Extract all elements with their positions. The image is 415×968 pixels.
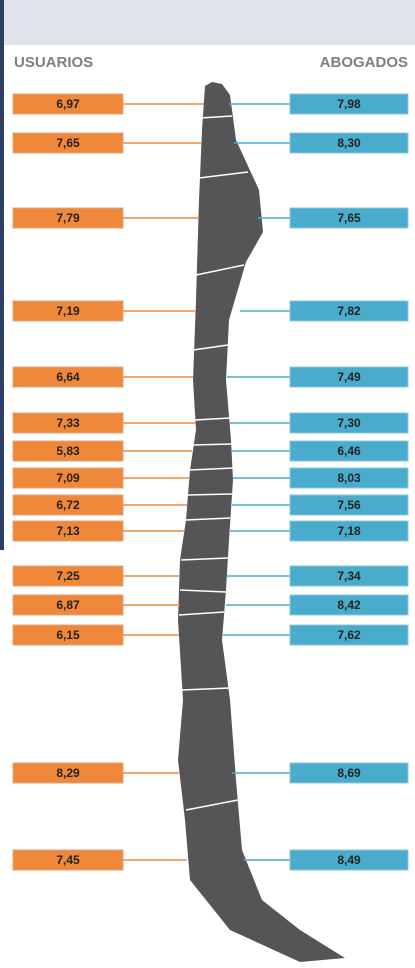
usuarios-value: 6,72: [56, 498, 80, 512]
abogados-value: 7,65: [337, 211, 361, 225]
usuarios-value: 7,09: [56, 471, 80, 485]
abogados-box: [289, 849, 409, 871]
usuarios-value: 8,29: [56, 766, 80, 780]
abogados-box: [289, 624, 409, 646]
usuarios-box: [12, 300, 124, 322]
abogados-box: [289, 366, 409, 388]
abogados-value: 8,49: [337, 853, 361, 867]
abogados-value: 6,46: [337, 444, 361, 458]
abogados-value: 8,42: [337, 598, 361, 612]
usuarios-box: [12, 494, 124, 516]
usuarios-value: 7,13: [56, 524, 80, 538]
abogados-box: [289, 594, 409, 616]
abogados-value: 8,69: [337, 766, 361, 780]
usuarios-value: 7,65: [56, 136, 80, 150]
abogados-value: 7,18: [337, 524, 361, 538]
usuarios-box: [12, 132, 124, 154]
usuarios-box: [12, 520, 124, 542]
abogados-box: [289, 132, 409, 154]
top-band: [0, 0, 415, 45]
abogados-value: 7,98: [337, 97, 361, 111]
usuarios-box: [12, 624, 124, 646]
usuarios-box: [12, 440, 124, 462]
abogados-box: [289, 467, 409, 489]
usuarios-value: 7,25: [56, 569, 80, 583]
usuarios-value: 6,97: [56, 97, 80, 111]
usuarios-value: 6,64: [56, 370, 80, 384]
abogados-box: [289, 762, 409, 784]
usuarios-value: 7,45: [56, 853, 80, 867]
abogados-value: 7,82: [337, 304, 361, 318]
usuarios-box: [12, 412, 124, 434]
abogados-value: 7,62: [337, 628, 361, 642]
usuarios-box: [12, 93, 124, 115]
usuarios-value: 6,87: [56, 598, 80, 612]
abogados-box: [289, 520, 409, 542]
abogados-box: [289, 565, 409, 587]
abogados-value: 8,03: [337, 471, 361, 485]
usuarios-box: [12, 849, 124, 871]
usuarios-box: [12, 207, 124, 229]
abogados-value: 7,30: [337, 416, 361, 430]
abogados-value: 7,34: [337, 569, 361, 583]
usuarios-box: [12, 594, 124, 616]
abogados-box: [289, 412, 409, 434]
abogados-value: 8,30: [337, 136, 361, 150]
abogados-value: 7,56: [337, 498, 361, 512]
chile-map: [178, 82, 345, 962]
usuarios-box: [12, 366, 124, 388]
abogados-box: [289, 207, 409, 229]
abogados-value: 7,49: [337, 370, 361, 384]
abogados-box: [289, 440, 409, 462]
abogados-box: [289, 93, 409, 115]
usuarios-box: [12, 565, 124, 587]
usuarios-value: 7,19: [56, 304, 80, 318]
region-borders: [178, 115, 249, 811]
right-header: ABOGADOS: [320, 54, 408, 71]
abogados-box: [289, 300, 409, 322]
usuarios-value: 7,33: [56, 416, 80, 430]
usuarios-value: 7,79: [56, 211, 80, 225]
usuarios-value: 5,83: [56, 444, 80, 458]
usuarios-box: [12, 467, 124, 489]
side-bar: [0, 0, 4, 550]
usuarios-value: 6,15: [56, 628, 80, 642]
usuarios-box: [12, 762, 124, 784]
abogados-box: [289, 494, 409, 516]
left-header: USUARIOS: [14, 54, 93, 71]
